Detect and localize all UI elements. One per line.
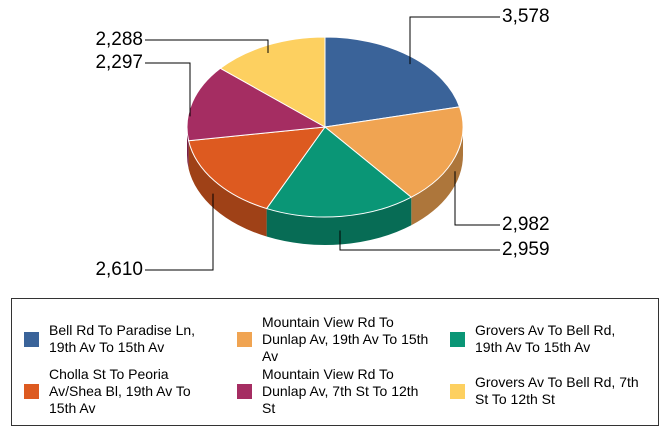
legend: Bell Rd To Paradise Ln, 19th Av To 15th … (11, 298, 659, 426)
leader-line (339, 230, 500, 251)
slice (219, 36, 326, 128)
legend-label: Bell Rd To Paradise Ln, 19th Av To 15th … (49, 322, 196, 355)
legend-swatch (237, 383, 252, 399)
legend-label: Cholla St To Peoria Av/Shea Bl, 19th Av … (49, 365, 191, 416)
legend-swatch (450, 331, 465, 347)
data-label: 2,959 (502, 239, 550, 260)
slice-side (188, 140, 267, 237)
leader-line (454, 171, 500, 226)
slice-side (187, 127, 189, 169)
data-label: 2,610 (95, 259, 143, 280)
data-label: 2,982 (502, 214, 550, 235)
leader-line (145, 39, 269, 54)
legend-swatch (450, 383, 465, 399)
slice-side (411, 127, 464, 226)
leader-line (145, 193, 214, 271)
legend-item: Bell Rd To Paradise Ln, 19th Av To 15th … (24, 313, 224, 365)
slice (265, 126, 413, 218)
legend-item: Grovers Av To Bell Rd, 19th Av To 15th A… (450, 313, 650, 365)
legend-item: Cholla St To Peoria Av/Shea Bl, 19th Av … (24, 365, 224, 417)
slice (324, 36, 461, 128)
data-label: 3,578 (502, 6, 550, 27)
slice (186, 67, 327, 142)
legend-label: Grovers Av To Bell Rd, 19th Av To 15th A… (475, 322, 616, 355)
legend-item: Mountain View Rd To Dunlap Av, 7th St To… (237, 365, 437, 417)
data-label: 2,288 (95, 29, 143, 50)
leader-line (145, 62, 191, 117)
legend-label: Grovers Av To Bell Rd, 7th St To 12th St (475, 374, 639, 407)
slice-side (266, 197, 412, 245)
legend-swatch (24, 331, 39, 347)
legend-item: Mountain View Rd To Dunlap Av, 19th Av T… (237, 313, 437, 365)
legend-swatch (237, 331, 252, 347)
leader-line (409, 16, 500, 65)
legend-item: Grovers Av To Bell Rd, 7th St To 12th St (450, 365, 650, 417)
data-label: 2,297 (95, 52, 143, 73)
legend-swatch (24, 383, 39, 399)
legend-label: Mountain View Rd To Dunlap Av, 7th St To… (262, 365, 419, 416)
slice (323, 106, 464, 198)
pie-sides (187, 127, 464, 245)
legend-label: Mountain View Rd To Dunlap Av, 19th Av T… (262, 313, 429, 364)
slice (187, 126, 327, 210)
